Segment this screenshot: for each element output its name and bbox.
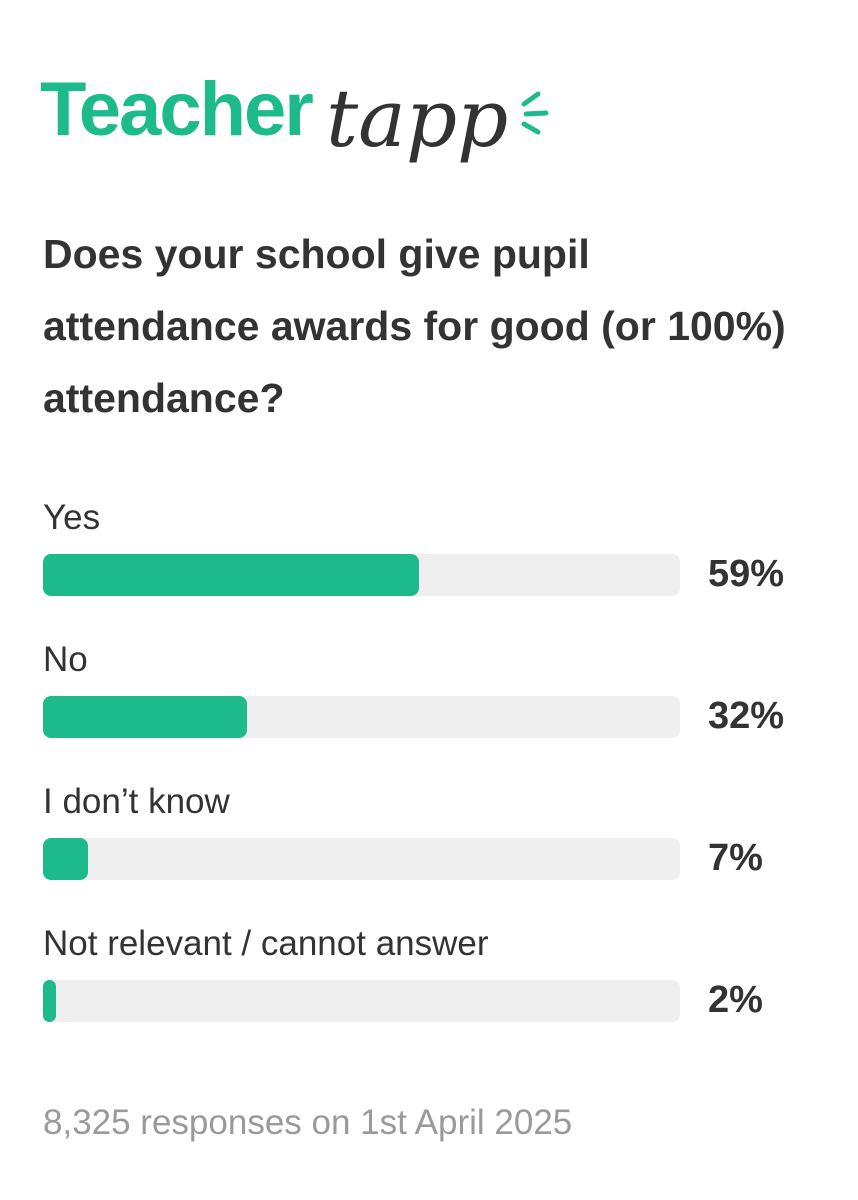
logo-brand: Teacher xyxy=(40,67,314,152)
value-label: 7% xyxy=(708,837,763,879)
logo-script: tapp xyxy=(326,72,509,165)
value-label: 59% xyxy=(708,553,785,595)
category-label: Not relevant / cannot answer xyxy=(43,924,489,963)
bar-track xyxy=(43,838,680,880)
bar-track xyxy=(43,554,680,596)
value-label: 32% xyxy=(708,695,785,737)
category-label: I don’t know xyxy=(43,782,230,821)
category-label: No xyxy=(43,640,88,679)
bar xyxy=(43,980,56,1022)
bar-track xyxy=(43,980,680,1022)
bar-track xyxy=(43,696,680,738)
bar xyxy=(43,554,419,596)
category-label: Yes xyxy=(43,498,101,537)
chart-title: Does your school give pupil attendance a… xyxy=(43,231,786,421)
value-label: 2% xyxy=(708,979,763,1021)
logo-spark xyxy=(521,91,549,135)
footer: 8,325 responses on 1st April 2025 xyxy=(43,1103,573,1142)
bar xyxy=(43,838,88,880)
bar xyxy=(43,696,247,738)
